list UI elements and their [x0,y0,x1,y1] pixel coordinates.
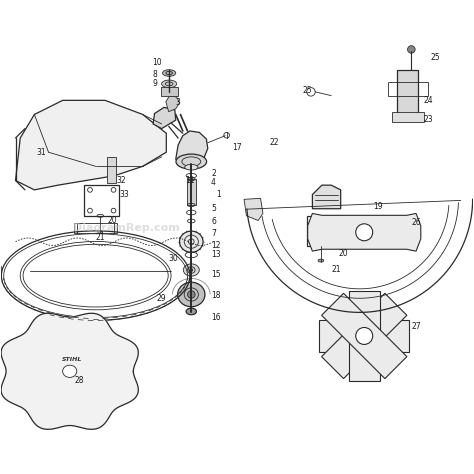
Ellipse shape [180,231,203,252]
Bar [108,157,116,183]
Polygon shape [319,320,409,352]
Polygon shape [1,313,138,429]
Text: 13: 13 [211,250,221,259]
Text: 27: 27 [411,322,421,331]
Text: 18: 18 [211,292,220,301]
Bar [187,179,196,205]
Text: DiagramRep.com: DiagramRep.com [73,223,180,233]
Ellipse shape [185,164,198,170]
Text: 8: 8 [152,70,157,79]
Text: 20: 20 [338,249,348,258]
Polygon shape [16,100,166,190]
Polygon shape [153,108,176,128]
Text: 20: 20 [108,216,117,225]
Text: 21: 21 [331,265,341,274]
Ellipse shape [190,269,193,272]
Text: 17: 17 [232,143,242,152]
Text: 5: 5 [211,204,216,213]
Ellipse shape [98,231,103,234]
Circle shape [356,224,373,241]
Text: 25: 25 [303,86,312,95]
Polygon shape [321,293,407,379]
Text: STIHL: STIHL [62,357,82,362]
Circle shape [188,291,195,298]
Ellipse shape [186,308,197,315]
Polygon shape [244,198,263,220]
Bar [388,82,428,96]
Text: 24: 24 [423,96,433,105]
Text: 32: 32 [117,176,127,185]
Bar [392,112,424,121]
Text: 19: 19 [374,202,383,211]
Text: 6: 6 [211,218,216,227]
Ellipse shape [163,70,176,76]
Text: 33: 33 [119,190,129,199]
Text: 12: 12 [211,240,220,249]
Polygon shape [176,131,208,164]
Text: 28: 28 [74,376,84,385]
Text: 7: 7 [211,229,216,238]
Text: 11: 11 [185,176,195,185]
Text: 29: 29 [157,294,166,303]
Text: 4: 4 [211,178,216,187]
Bar [397,70,418,115]
Bar [84,185,119,216]
Polygon shape [349,291,380,381]
Text: 26: 26 [411,219,421,228]
Ellipse shape [178,282,205,307]
Bar [74,223,117,233]
Ellipse shape [176,154,207,169]
Polygon shape [321,293,407,379]
Text: 30: 30 [169,254,178,263]
Bar [161,87,178,96]
Circle shape [356,328,373,345]
Text: 25: 25 [430,54,440,63]
Text: 16: 16 [211,313,221,321]
Text: 9: 9 [152,79,157,88]
Text: 1: 1 [216,190,220,199]
Ellipse shape [318,259,324,262]
Text: 10: 10 [152,58,162,67]
Text: 3: 3 [176,98,181,107]
Polygon shape [166,96,180,112]
Ellipse shape [63,365,77,377]
Bar [307,216,346,246]
Text: 31: 31 [36,148,46,157]
Text: 22: 22 [270,138,280,147]
Ellipse shape [183,264,199,276]
Circle shape [408,46,415,53]
Text: 23: 23 [423,115,433,124]
Polygon shape [308,213,421,251]
Ellipse shape [162,80,177,88]
Polygon shape [312,185,341,209]
Text: 21: 21 [96,233,105,241]
Text: 15: 15 [211,270,221,279]
Text: 2: 2 [211,169,216,178]
